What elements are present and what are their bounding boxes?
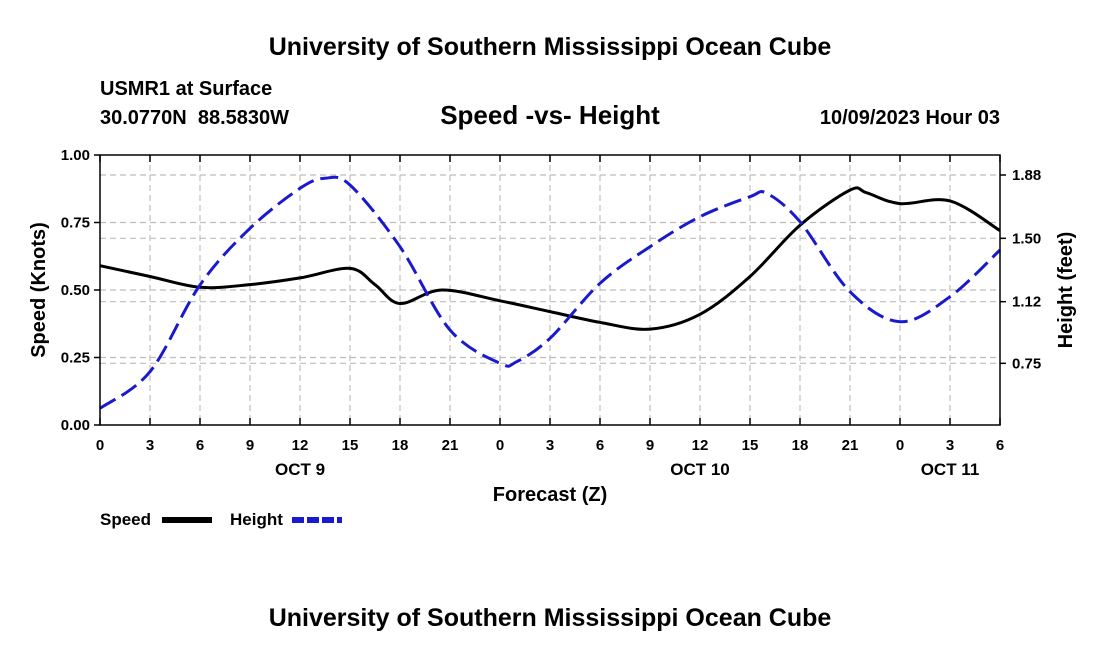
x-tick-label: 9 (246, 437, 254, 454)
y-left-tick-label: 0.50 (61, 282, 90, 299)
y-axis-left-label: Speed (Knots) (28, 222, 50, 358)
footer-title: University of Southern Mississippi Ocean… (269, 604, 832, 632)
timestamp-label: 10/09/2023 Hour 03 (820, 107, 1000, 129)
legend-speed-label: Speed (100, 510, 151, 529)
x-tick-label: 21 (842, 437, 859, 454)
y-right-tick-label: 1.12 (1012, 294, 1041, 311)
x-tick-label: 3 (546, 437, 554, 454)
grid-layer (100, 155, 1000, 425)
x-axis-label: Forecast (Z) (493, 484, 607, 506)
y-right-tick-label: 0.75 (1012, 355, 1041, 372)
x-tick-label: 15 (342, 437, 359, 454)
legend: Speed Height (100, 510, 342, 529)
x-tick-label: 6 (996, 437, 1004, 454)
y-tick-layer: 0.00 0.25 0.50 0.75 1.00 0.75 1.12 1.50 1.88 (61, 147, 1041, 434)
series-line-height (99, 175, 1002, 410)
x-tick-label: 18 (792, 437, 809, 454)
y-left-tick-label: 0.00 (61, 417, 90, 434)
y-left-tick-label: 0.75 (61, 215, 90, 232)
x-tick-label: 9 (646, 437, 654, 454)
chart-title: Speed -vs- Height (440, 100, 660, 130)
x-tick-label: 12 (292, 437, 309, 454)
x-tick-label: 12 (692, 437, 709, 454)
x-tick-label: 3 (146, 437, 154, 454)
y-right-tick-label: 1.50 (1012, 230, 1041, 247)
station-label: USMR1 at Surface (100, 78, 272, 100)
main-title: University of Southern Mississippi Ocean… (269, 33, 832, 61)
x-tick-label: 15 (742, 437, 759, 454)
coordinates-label: 30.0770N 88.5830W (100, 107, 289, 129)
x-tick-label: 18 (392, 437, 409, 454)
y-left-tick-label: 1.00 (61, 147, 90, 164)
x-tick-layer: 0 3 6 9 12 15 18 21 0 3 6 9 12 15 18 21 0 3 6 OCT 9 OCT 10 OC… (96, 155, 1004, 479)
x-tick-label: 21 (442, 437, 459, 454)
y-right-tick-label: 1.88 (1012, 167, 1041, 184)
y-axis-right-label: Height (feet) (1055, 232, 1077, 349)
series-layer (99, 175, 1002, 410)
x-date-label: OCT 10 (670, 460, 730, 479)
legend-height-label: Height (230, 510, 283, 529)
x-tick-label: 6 (196, 437, 204, 454)
x-date-label: OCT 9 (275, 460, 325, 479)
x-tick-label: 0 (496, 437, 504, 454)
x-tick-label: 0 (896, 437, 904, 454)
x-tick-label: 3 (946, 437, 954, 454)
series-line-speed (99, 186, 1001, 331)
y-left-tick-label: 0.25 (61, 350, 90, 367)
x-tick-label: 0 (96, 437, 104, 454)
x-tick-label: 6 (596, 437, 604, 454)
x-date-label: OCT 11 (921, 460, 980, 479)
